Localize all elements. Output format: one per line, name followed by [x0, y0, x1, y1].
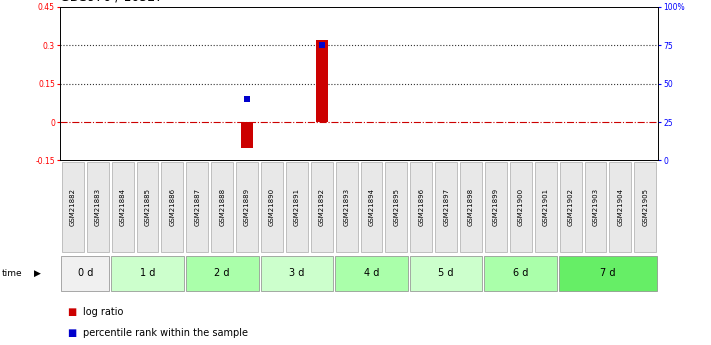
- Bar: [385, 162, 407, 252]
- Text: GSM21883: GSM21883: [95, 188, 101, 226]
- Text: GSM21890: GSM21890: [269, 188, 275, 226]
- Text: GSM21888: GSM21888: [219, 188, 225, 226]
- Text: GSM21902: GSM21902: [567, 188, 574, 226]
- Text: ■: ■: [68, 307, 77, 317]
- Bar: [410, 162, 432, 252]
- Bar: [316, 40, 328, 122]
- Text: time: time: [1, 269, 22, 278]
- Text: percentile rank within the sample: percentile rank within the sample: [83, 328, 248, 337]
- Bar: [510, 162, 532, 252]
- Bar: [336, 162, 358, 252]
- Text: 2 d: 2 d: [215, 268, 230, 278]
- Text: GSM21882: GSM21882: [70, 188, 76, 226]
- Bar: [410, 256, 483, 291]
- Text: GSM21900: GSM21900: [518, 188, 524, 226]
- Bar: [535, 162, 557, 252]
- Bar: [560, 162, 582, 252]
- Text: GSM21895: GSM21895: [393, 188, 400, 226]
- Text: GSM21889: GSM21889: [244, 188, 250, 226]
- Bar: [111, 256, 184, 291]
- Text: 1 d: 1 d: [140, 268, 155, 278]
- Text: GSM21904: GSM21904: [617, 188, 624, 226]
- Text: GSM21892: GSM21892: [319, 188, 325, 226]
- Text: GSM21897: GSM21897: [443, 188, 449, 226]
- Text: GSM21899: GSM21899: [493, 188, 499, 226]
- Bar: [485, 162, 507, 252]
- Bar: [87, 162, 109, 252]
- Text: GSM21891: GSM21891: [294, 188, 300, 226]
- Bar: [161, 162, 183, 252]
- Text: GSM21884: GSM21884: [119, 188, 126, 226]
- Text: 4 d: 4 d: [364, 268, 379, 278]
- Bar: [286, 162, 308, 252]
- Bar: [61, 256, 109, 291]
- Text: 0 d: 0 d: [77, 268, 93, 278]
- Text: GSM21903: GSM21903: [592, 188, 599, 226]
- Text: ■: ■: [68, 328, 77, 337]
- Text: GSM21898: GSM21898: [468, 188, 474, 226]
- Text: GDS970 / 10527: GDS970 / 10527: [60, 0, 164, 3]
- Bar: [186, 162, 208, 252]
- Text: ▶: ▶: [34, 269, 41, 278]
- Text: GSM21894: GSM21894: [368, 188, 375, 226]
- Text: GSM21893: GSM21893: [343, 188, 350, 226]
- Bar: [260, 256, 333, 291]
- Bar: [335, 256, 408, 291]
- Text: GSM21905: GSM21905: [642, 188, 648, 226]
- Bar: [112, 162, 134, 252]
- Bar: [435, 162, 457, 252]
- Bar: [137, 162, 159, 252]
- Bar: [484, 256, 557, 291]
- Bar: [261, 162, 283, 252]
- Bar: [609, 162, 631, 252]
- Text: log ratio: log ratio: [83, 307, 124, 317]
- Bar: [360, 162, 383, 252]
- Text: GSM21896: GSM21896: [418, 188, 424, 226]
- Bar: [634, 162, 656, 252]
- Text: GSM21885: GSM21885: [144, 188, 151, 226]
- Bar: [241, 122, 253, 148]
- Bar: [62, 162, 84, 252]
- Bar: [584, 162, 606, 252]
- Text: 7 d: 7 d: [600, 268, 616, 278]
- Bar: [311, 162, 333, 252]
- Text: GSM21901: GSM21901: [542, 188, 549, 226]
- Text: 3 d: 3 d: [289, 268, 304, 278]
- Text: 6 d: 6 d: [513, 268, 528, 278]
- Bar: [460, 162, 482, 252]
- Bar: [186, 256, 259, 291]
- Text: GSM21887: GSM21887: [194, 188, 201, 226]
- Text: 5 d: 5 d: [439, 268, 454, 278]
- Bar: [559, 256, 657, 291]
- Text: GSM21886: GSM21886: [169, 188, 176, 226]
- Bar: [236, 162, 258, 252]
- Bar: [211, 162, 233, 252]
